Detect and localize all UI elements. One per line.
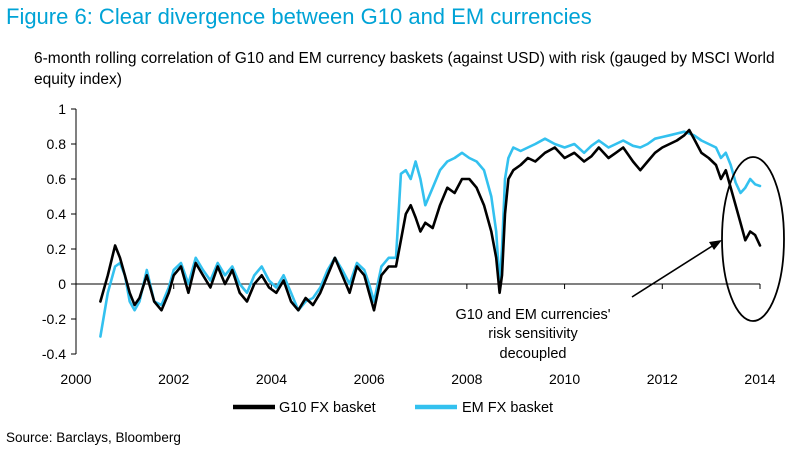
y-tick-label: 0.8 bbox=[47, 136, 67, 152]
x-tick-label: 2002 bbox=[158, 371, 189, 387]
series-line-em bbox=[99, 130, 762, 338]
y-tick-label: 1 bbox=[58, 101, 66, 117]
annotation-arrowhead bbox=[709, 240, 722, 250]
highlight-ellipse bbox=[721, 156, 785, 322]
chart-title: Figure 6: Clear divergence between G10 a… bbox=[6, 4, 592, 29]
y-tick-label: 0.4 bbox=[47, 206, 67, 222]
x-tick-label: 2000 bbox=[60, 371, 91, 387]
source-note: Source: Barclays, Bloomberg bbox=[6, 430, 181, 445]
x-axis: 2000 2002 2004 2006 2008 2010 2012 2014 bbox=[60, 283, 776, 387]
annotation-line-1: G10 and EM currencies' bbox=[455, 307, 610, 323]
x-tick-label: 2010 bbox=[549, 371, 580, 387]
legend: G10 FX basket EM FX basket bbox=[233, 400, 553, 416]
x-tick-label: 2008 bbox=[451, 371, 482, 387]
legend-label-g10: G10 FX basket bbox=[279, 400, 376, 416]
x-tick-label: 2014 bbox=[744, 371, 775, 387]
y-axis: -0.4 -0.2 0 0.2 0.4 0.6 0.8 1 bbox=[42, 101, 77, 362]
y-tick-label: 0.2 bbox=[47, 241, 67, 257]
legend-label-em: EM FX basket bbox=[462, 400, 553, 416]
y-tick-label: 0 bbox=[58, 276, 66, 292]
y-tick-label: 0.6 bbox=[47, 171, 67, 187]
annotation-line-2: risk sensitivity bbox=[488, 326, 578, 342]
x-tick-label: 2006 bbox=[354, 371, 385, 387]
x-tick-label: 2012 bbox=[647, 371, 678, 387]
y-tick-label: -0.4 bbox=[42, 346, 66, 362]
chart-subtitle: 6-month rolling correlation of G10 and E… bbox=[34, 50, 775, 88]
annotation-arrow bbox=[631, 242, 718, 298]
annotation: G10 and EM currencies' risk sensitivity … bbox=[455, 156, 785, 362]
series-line-g10 bbox=[99, 128, 762, 312]
x-tick-label: 2004 bbox=[256, 371, 287, 387]
annotation-line-3: decoupled bbox=[500, 346, 567, 362]
y-tick-label: -0.2 bbox=[42, 311, 66, 327]
series-layer bbox=[99, 128, 762, 338]
